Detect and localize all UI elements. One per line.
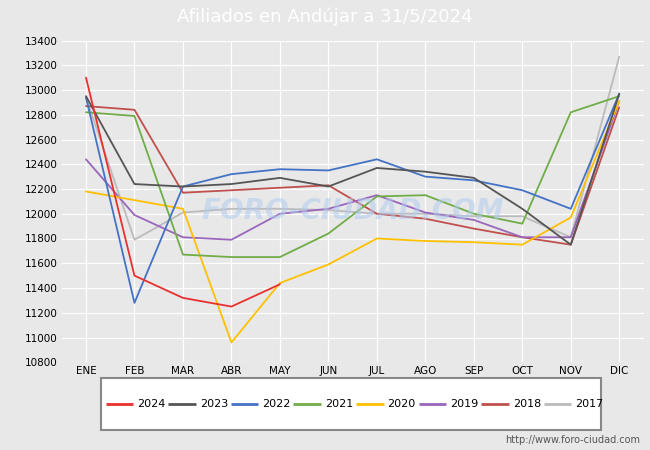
Text: FORO-CIUDAD.COM: FORO-CIUDAD.COM [202,197,504,225]
FancyBboxPatch shape [101,378,601,430]
Text: 2017: 2017 [575,399,603,409]
Text: 2020: 2020 [387,399,416,409]
Text: 2022: 2022 [263,399,291,409]
Text: 2024: 2024 [137,399,166,409]
Text: 2019: 2019 [450,399,478,409]
Text: http://www.foro-ciudad.com: http://www.foro-ciudad.com [505,435,640,445]
Text: 2021: 2021 [325,399,353,409]
Text: 2018: 2018 [513,399,541,409]
Text: Afiliados en Andújar a 31/5/2024: Afiliados en Andújar a 31/5/2024 [177,8,473,26]
Text: 2023: 2023 [200,399,228,409]
